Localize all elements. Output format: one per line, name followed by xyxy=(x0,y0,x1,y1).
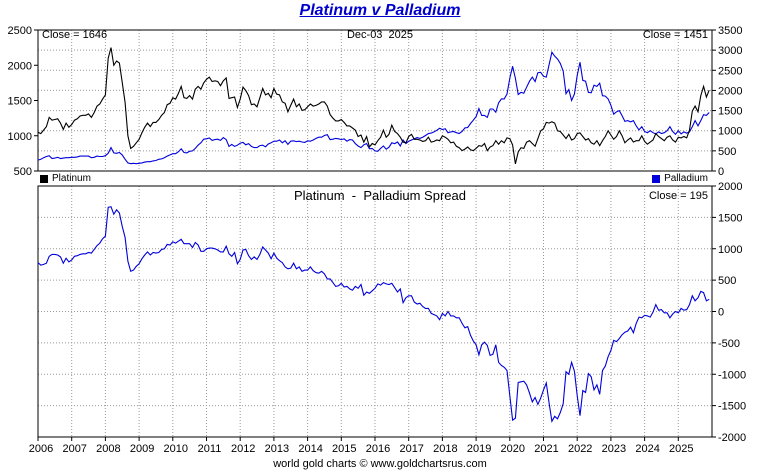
left-tick-label: 500 xyxy=(14,166,32,178)
left-tick-label: 2500 xyxy=(8,25,32,37)
spread-close-label: Close = 195 xyxy=(648,190,708,202)
spread-panel-title: Platinum - Palladium Spread xyxy=(294,188,466,203)
year-label: 2007 xyxy=(62,443,86,455)
right-tick-label: 1000 xyxy=(718,126,742,138)
year-label: 2020 xyxy=(501,443,525,455)
right-tick-label: 3500 xyxy=(718,25,742,37)
year-label: 2006 xyxy=(29,443,53,455)
page-title: Platinum v Palladium xyxy=(299,2,461,19)
right-tick-label: 2000 xyxy=(718,85,742,97)
spread-tick-label: -1500 xyxy=(718,401,746,413)
right-tick-label: 500 xyxy=(718,146,736,158)
left-tick-label: 1000 xyxy=(8,131,32,143)
palladium-close-label: Close = 1451 xyxy=(642,29,708,41)
year-label: 2011 xyxy=(198,443,222,455)
year-label: 2019 xyxy=(467,443,491,455)
palladium-line xyxy=(37,50,710,165)
year-label: 2024 xyxy=(635,443,659,455)
platinum-swatch xyxy=(40,174,48,183)
year-label: 2017 xyxy=(399,443,423,455)
year-label: 2015 xyxy=(332,443,356,455)
year-label: 2021 xyxy=(534,443,558,455)
spread-tick-label: -2000 xyxy=(718,432,746,444)
legend-platinum-label: Platinum xyxy=(52,173,91,184)
legend-palladium-label: Palladium xyxy=(664,173,708,184)
legend-platinum: Platinum xyxy=(40,173,91,184)
year-label: 2009 xyxy=(130,443,154,455)
year-label: 2013 xyxy=(265,443,289,455)
left-tick-label: 2000 xyxy=(8,60,32,72)
right-tick-label: 3000 xyxy=(718,45,742,57)
date-label: Dec-03 2025 xyxy=(346,29,414,41)
spread-tick-label: 500 xyxy=(718,275,736,287)
spread-line xyxy=(37,206,710,423)
spread-tick-label: -500 xyxy=(718,338,740,350)
spread-tick-label: -1000 xyxy=(718,369,746,381)
year-label: 2008 xyxy=(96,443,120,455)
year-label: 2010 xyxy=(164,443,188,455)
year-label: 2014 xyxy=(298,443,322,455)
year-label: 2012 xyxy=(231,443,255,455)
footer-credit: world gold charts © www.goldchartsrus.co… xyxy=(273,458,487,470)
platinum-line xyxy=(37,47,710,165)
right-tick-label: 1500 xyxy=(718,106,742,118)
right-tick-label: 0 xyxy=(718,166,724,178)
right-tick-label: 2500 xyxy=(718,65,742,77)
legend-palladium: Palladium xyxy=(652,173,708,184)
platinum-close-label: Close = 1646 xyxy=(42,29,108,41)
year-label: 2025 xyxy=(669,443,693,455)
spread-tick-label: 0 xyxy=(718,307,724,319)
palladium-swatch xyxy=(652,174,661,183)
spread-tick-label: 1500 xyxy=(718,212,742,224)
year-label: 2023 xyxy=(602,443,626,455)
spread-tick-label: 1000 xyxy=(718,244,742,256)
left-tick-label: 1500 xyxy=(8,96,32,108)
spread-tick-label: 2000 xyxy=(718,181,742,193)
year-label: 2022 xyxy=(568,443,592,455)
year-label: 2016 xyxy=(366,443,390,455)
year-label: 2018 xyxy=(433,443,457,455)
